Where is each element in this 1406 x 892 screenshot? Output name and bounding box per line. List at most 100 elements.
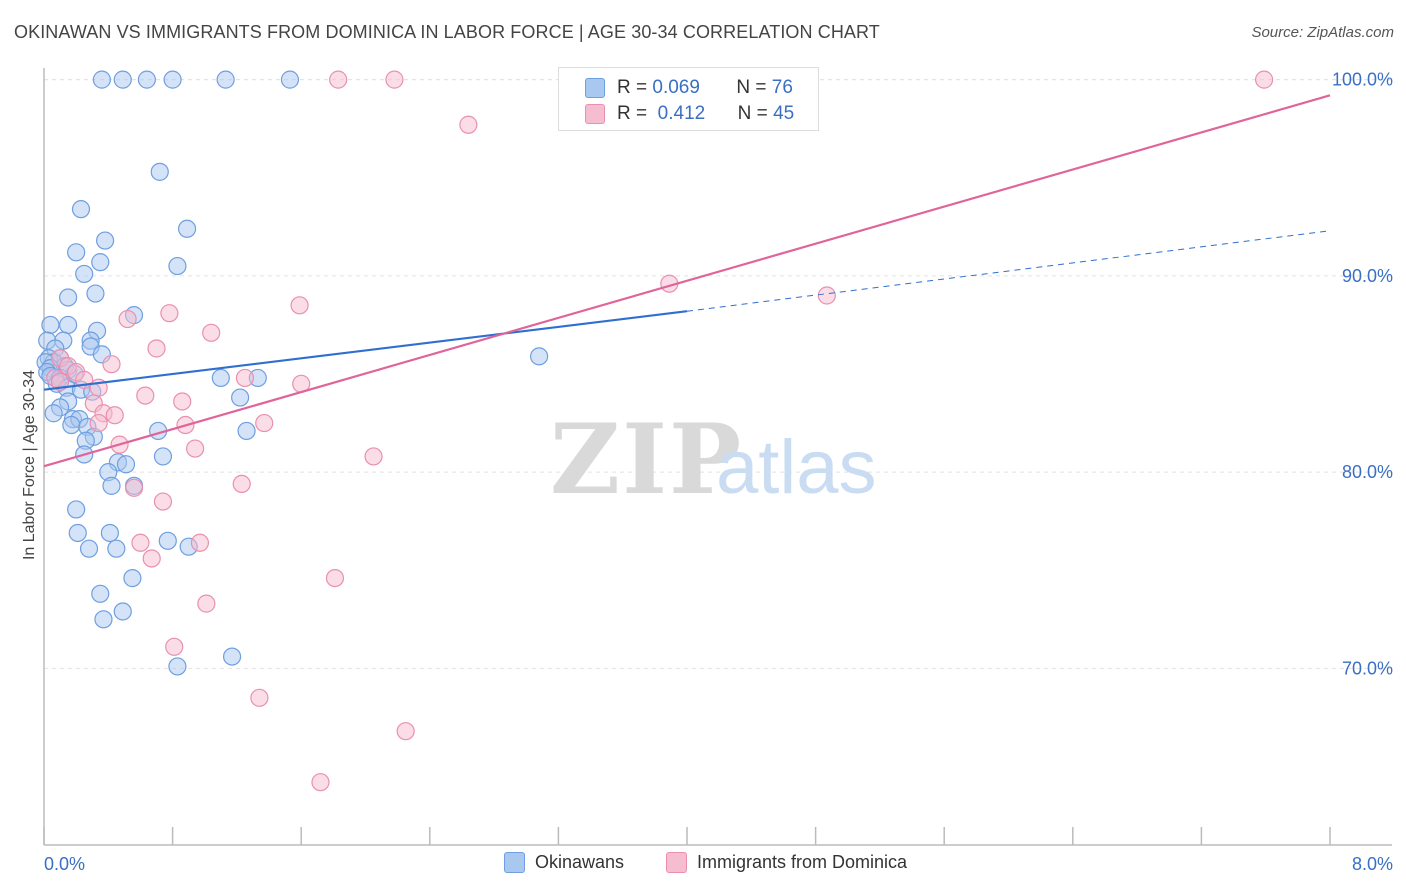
data-point bbox=[131, 533, 150, 552]
data-point bbox=[231, 388, 250, 407]
legend-swatch-blue bbox=[585, 78, 605, 98]
series-dominica bbox=[46, 70, 1274, 792]
data-point bbox=[107, 539, 126, 558]
data-point bbox=[530, 347, 549, 366]
tick-labels: 70.0% 80.0% 90.0% 100.0% 0.0% 8.0% bbox=[44, 70, 1393, 874]
data-point bbox=[168, 256, 187, 276]
data-point bbox=[216, 70, 235, 89]
x-tick-label: 8.0% bbox=[1352, 854, 1393, 874]
y-tick-label: 100.0% bbox=[1332, 70, 1393, 90]
data-point bbox=[173, 392, 192, 411]
data-point bbox=[396, 722, 415, 741]
legend-n-value: 45 bbox=[773, 103, 795, 124]
data-point bbox=[59, 288, 78, 307]
data-point bbox=[290, 296, 309, 315]
data-point bbox=[89, 413, 108, 433]
data-point bbox=[211, 368, 230, 388]
data-point bbox=[59, 315, 78, 335]
y-tick-label: 70.0% bbox=[1342, 658, 1393, 678]
chart-title: OKINAWAN VS IMMIGRANTS FROM DOMINICA IN … bbox=[14, 22, 880, 42]
legend-swatch-blue bbox=[504, 852, 525, 873]
data-point bbox=[150, 162, 169, 181]
trend-line-dominica bbox=[43, 94, 1331, 468]
data-point bbox=[153, 447, 173, 466]
legend-n-label: N = bbox=[736, 77, 767, 98]
axes bbox=[43, 68, 1392, 846]
legend-r-label: R = bbox=[617, 103, 648, 124]
data-point bbox=[91, 584, 110, 603]
data-point bbox=[190, 533, 210, 552]
data-point bbox=[41, 315, 60, 335]
data-point bbox=[255, 413, 274, 433]
data-point bbox=[237, 421, 256, 441]
data-point bbox=[50, 372, 70, 391]
data-point bbox=[67, 500, 86, 519]
data-point bbox=[44, 404, 63, 423]
data-point bbox=[136, 386, 155, 405]
data-point bbox=[62, 415, 81, 435]
data-point bbox=[165, 637, 184, 656]
trend-line-okinawans bbox=[43, 310, 688, 391]
data-point bbox=[142, 549, 161, 568]
data-point bbox=[329, 70, 348, 89]
watermark: ZIP atlas bbox=[550, 403, 877, 516]
data-point bbox=[86, 284, 105, 303]
legend-n-label: N = bbox=[737, 103, 768, 124]
legend-row-okinawans: R = 0.069 N = 76 bbox=[585, 75, 793, 101]
data-point bbox=[311, 773, 330, 792]
data-point bbox=[68, 523, 87, 543]
data-point bbox=[124, 478, 144, 497]
data-point bbox=[177, 219, 197, 238]
data-point bbox=[222, 647, 242, 666]
data-point bbox=[163, 70, 182, 89]
data-point bbox=[817, 286, 836, 305]
data-point bbox=[92, 70, 111, 89]
data-point bbox=[459, 115, 478, 134]
data-point bbox=[94, 610, 113, 629]
legend-r-value: 0.412 bbox=[657, 103, 706, 124]
source-credit: Source: ZipAtlas.com bbox=[1251, 24, 1394, 41]
trend-line-okinawans-extension bbox=[686, 230, 1331, 312]
data-point bbox=[197, 594, 216, 613]
stats-legend: R = 0.069 N = 76 R = 0.412 N = 45 bbox=[558, 67, 819, 131]
data-point bbox=[158, 531, 177, 550]
legend-n-value: 76 bbox=[771, 77, 793, 98]
data-point bbox=[250, 688, 269, 707]
data-point bbox=[232, 474, 251, 493]
legend-item-okinawans: Okinawans bbox=[504, 852, 624, 873]
x-tick-label: 0.0% bbox=[44, 854, 85, 874]
data-point bbox=[168, 657, 187, 676]
data-point bbox=[100, 523, 120, 543]
data-point bbox=[113, 602, 132, 621]
data-point bbox=[116, 455, 136, 474]
data-point bbox=[280, 70, 300, 89]
data-point bbox=[91, 253, 110, 272]
legend-r-label: R = bbox=[617, 77, 648, 98]
y-tick-label: 80.0% bbox=[1342, 462, 1393, 482]
data-point bbox=[71, 200, 91, 219]
series-legend: Okinawans Immigrants from Dominica bbox=[0, 852, 1406, 878]
data-point bbox=[364, 447, 383, 466]
data-point bbox=[235, 368, 255, 388]
data-point bbox=[102, 355, 121, 374]
data-point bbox=[113, 70, 132, 89]
legend-swatch-pink bbox=[666, 852, 687, 873]
watermark-zip: ZIP bbox=[550, 403, 743, 516]
legend-swatch-pink bbox=[585, 104, 605, 124]
legend-row-dominica: R = 0.412 N = 45 bbox=[585, 101, 794, 127]
data-point bbox=[95, 231, 115, 250]
data-point bbox=[123, 568, 142, 588]
data-point bbox=[153, 492, 173, 511]
watermark-atlas: atlas bbox=[716, 425, 877, 510]
data-point bbox=[385, 70, 404, 89]
legend-item-dominica: Immigrants from Dominica bbox=[666, 852, 907, 873]
legend-label: Immigrants from Dominica bbox=[697, 852, 908, 872]
data-point bbox=[79, 539, 99, 558]
data-point bbox=[325, 568, 345, 588]
data-point bbox=[202, 323, 221, 342]
data-point bbox=[118, 309, 137, 329]
data-point bbox=[186, 439, 205, 458]
data-point bbox=[67, 243, 86, 262]
data-point bbox=[160, 304, 179, 323]
